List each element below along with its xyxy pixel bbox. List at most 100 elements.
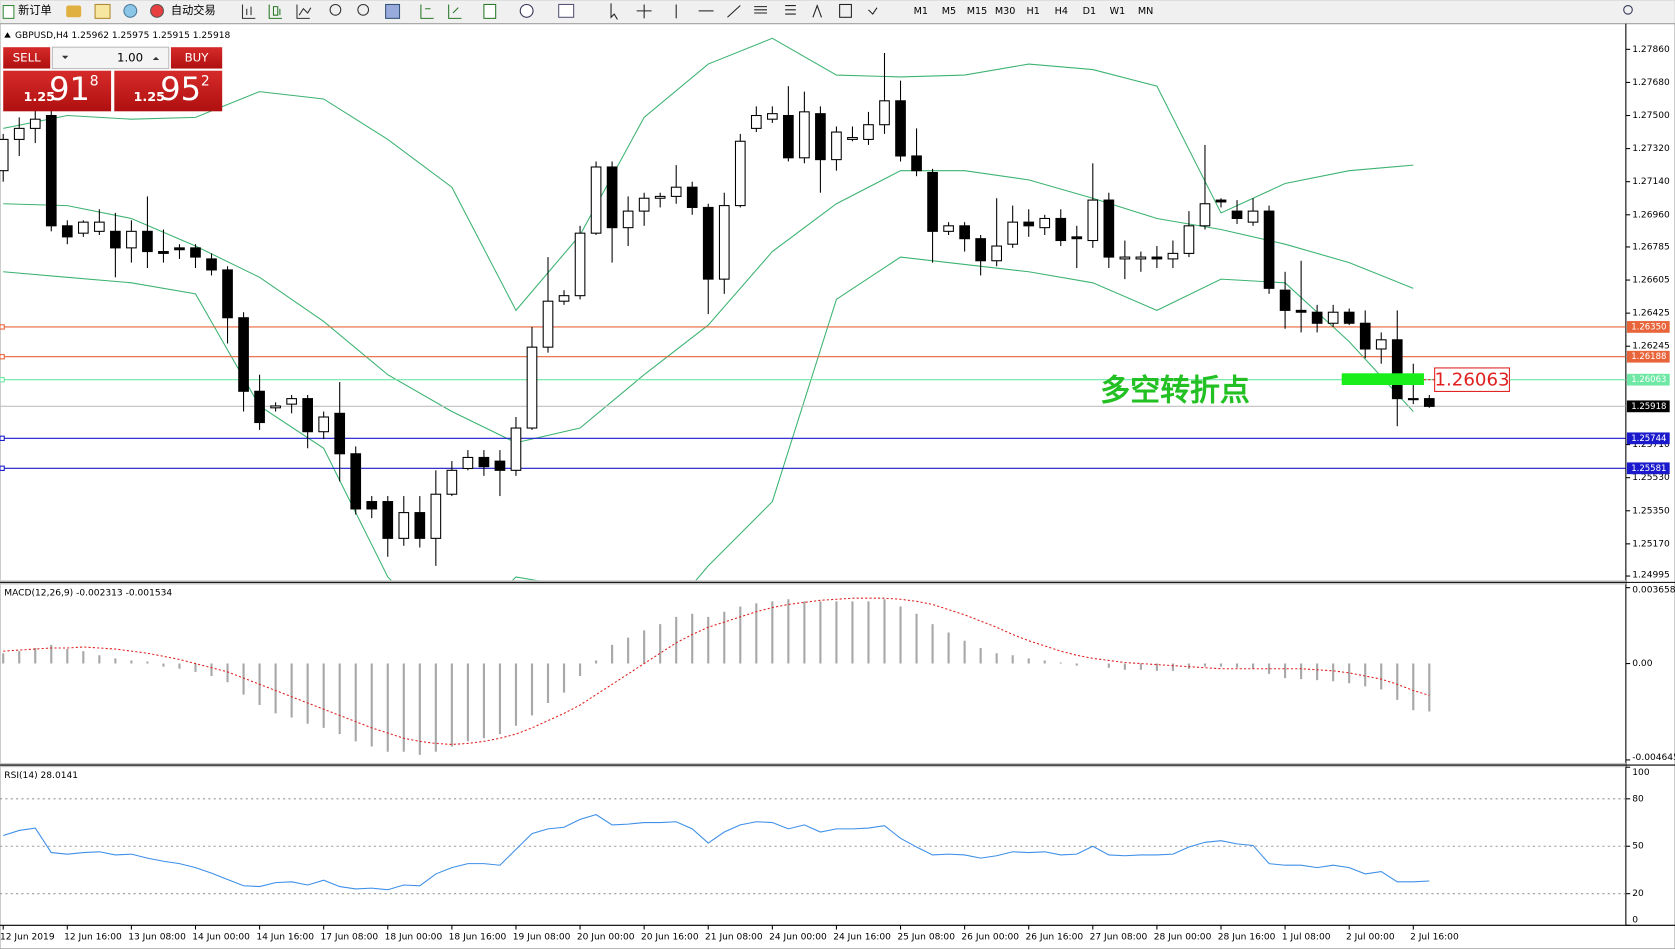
timeframe-button[interactable]: D1: [1083, 6, 1097, 17]
icon-button[interactable]: [636, 4, 652, 19]
time-label: 13 Jun 08:00: [128, 933, 186, 943]
y-tick-label: 0: [1632, 915, 1638, 925]
candle-body: [446, 469, 458, 495]
sell-price-box[interactable]: [3, 70, 112, 112]
plot: [0, 37, 1626, 895]
candle-body: [1055, 217, 1067, 242]
candle-body: [206, 258, 217, 271]
candle-body: [1071, 236, 1083, 240]
sell-button[interactable]: [3, 47, 51, 69]
timeframe-button[interactable]: H4: [1055, 6, 1068, 17]
icon-button[interactable]: [483, 3, 497, 19]
icon-button[interactable]: [357, 3, 370, 16]
sell-label: SELL: [13, 50, 41, 64]
candle-body: [1279, 289, 1291, 311]
candle-body: [991, 245, 1003, 262]
candle-body: [1007, 221, 1019, 245]
candle-body: [1359, 322, 1371, 350]
icon-button[interactable]: [123, 3, 138, 18]
icon-button[interactable]: [448, 4, 462, 19]
icon-button[interactable]: [754, 6, 767, 14]
icon-button[interactable]: [241, 4, 256, 19]
search-button[interactable]: [1623, 5, 1633, 15]
timeframe-button[interactable]: M15: [967, 6, 988, 17]
y-tick-label: 1.27860: [1632, 45, 1670, 55]
icon-button[interactable]: [868, 7, 878, 15]
icon-button[interactable]: [296, 4, 312, 19]
buy-price-box[interactable]: [114, 70, 223, 112]
time-label: 18 Jun 16:00: [449, 933, 507, 943]
candle-body: [1263, 210, 1275, 289]
icon-button[interactable]: [558, 3, 575, 18]
timeframe-button[interactable]: MN: [1138, 6, 1153, 17]
candle-body: [1407, 398, 1419, 401]
icon-button[interactable]: [839, 3, 852, 18]
bid-label: 1.25918: [1631, 402, 1666, 412]
y-tick-label: 1.26425: [1632, 309, 1670, 319]
y-tick-label: 1.26605: [1632, 276, 1670, 286]
time-label: 24 Jun 00:00: [769, 933, 827, 943]
candle-body: [45, 114, 57, 227]
candle-body: [799, 111, 810, 159]
icon-button[interactable]: [727, 5, 741, 18]
icon-button[interactable]: [785, 5, 796, 15]
y-tick-label: 1.26245: [1632, 342, 1670, 352]
candle-body: [750, 114, 762, 129]
candle-body: [975, 238, 986, 262]
time-label: 26 Jun 00:00: [961, 933, 1019, 943]
candle-body: [959, 225, 970, 240]
y-tick-label: 1.25530: [1632, 473, 1670, 483]
candle-body: [1103, 199, 1115, 258]
candle-body: [414, 512, 426, 539]
price-label: 1.26188: [1631, 352, 1666, 362]
new-order-button[interactable]: 新订单: [2, 3, 52, 19]
icon-button[interactable]: [610, 3, 618, 20]
icon-button[interactable]: [66, 5, 82, 18]
candle-body: [1247, 210, 1259, 223]
annotation-price: 1.26063: [1434, 370, 1509, 391]
icon-button[interactable]: [94, 3, 111, 19]
timeframe-button[interactable]: W1: [1110, 6, 1126, 17]
pane: [2, 597, 1431, 755]
time-label: 14 Jun 16:00: [256, 933, 314, 943]
collapse-triangle: [4, 32, 11, 38]
candle-body: [734, 140, 746, 207]
candle-body: [254, 390, 265, 424]
icon-button[interactable]: [329, 3, 342, 16]
candle-body: [222, 269, 233, 319]
time-label: 18 Jun 00:00: [385, 933, 443, 943]
candle-body: [526, 346, 538, 429]
y-tick-label: 0.003658: [1632, 585, 1675, 595]
price-label-bg: [1626, 350, 1670, 363]
buy-button[interactable]: [170, 47, 223, 69]
candle-body: [0, 138, 9, 172]
lot-field[interactable]: [51, 46, 170, 70]
price-label: 1.26063: [1631, 375, 1666, 385]
candle-body: [1215, 199, 1227, 203]
candle-body: [110, 230, 121, 249]
timeframe-button[interactable]: H1: [1027, 6, 1040, 17]
auto-trading-button[interactable]: 自动交易: [150, 3, 216, 18]
candle-body: [238, 317, 249, 392]
candle-body: [13, 127, 25, 140]
timeframe-button[interactable]: M30: [995, 6, 1016, 17]
timeframe-button[interactable]: M1: [914, 6, 928, 17]
candle-body: [718, 205, 730, 280]
candle-body: [1391, 339, 1403, 400]
icon-button[interactable]: [385, 3, 401, 19]
candle-body: [270, 405, 281, 409]
pane: [0, 798, 1626, 895]
icon-button[interactable]: [268, 4, 283, 19]
candle-body: [927, 171, 938, 232]
price-pips: 91: [49, 70, 90, 108]
timeframe-button[interactable]: M5: [942, 6, 956, 17]
candle-body: [318, 416, 330, 433]
icon-button[interactable]: [420, 4, 434, 19]
icon-button[interactable]: [812, 3, 822, 18]
icon-button[interactable]: [519, 3, 534, 18]
time-label: 2 Jul 16:00: [1410, 933, 1459, 943]
candle-body: [334, 412, 346, 455]
pane: [0, 37, 1626, 581]
candle-body: [1167, 252, 1179, 260]
